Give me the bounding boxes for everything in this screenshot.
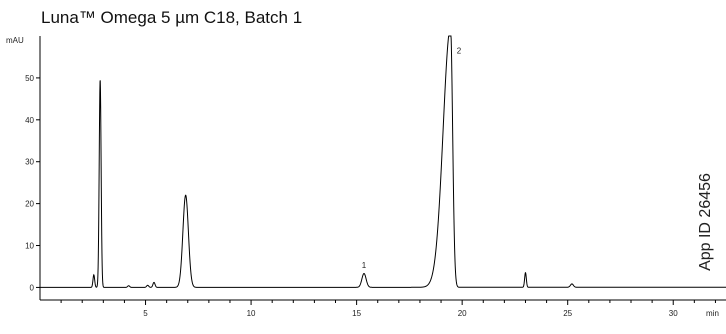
peak-label: 1 — [362, 261, 367, 270]
x-tick-label: 15 — [352, 309, 361, 318]
chromatogram-trace — [40, 35, 726, 288]
y-tick-label: 10 — [25, 242, 34, 251]
x-tick-label: 5 — [143, 309, 148, 318]
x-tick-label: 25 — [563, 309, 572, 318]
peak-label: 2 — [457, 47, 462, 56]
y-tick-label: 40 — [25, 116, 34, 125]
x-axis-label: min — [706, 309, 719, 318]
y-tick-label: 20 — [25, 200, 34, 209]
chart-title: Luna™ Omega 5 µm C18, Batch 1 — [41, 8, 303, 27]
x-tick-label: 30 — [669, 309, 678, 318]
y-axis-label: mAU — [6, 36, 24, 45]
y-tick-label: 50 — [25, 74, 34, 83]
app-id-annotation: App ID 26456 — [697, 173, 714, 271]
y-tick-label: 0 — [30, 283, 35, 292]
x-tick-label: 20 — [458, 309, 467, 318]
x-tick-label: 10 — [247, 309, 256, 318]
axis-ticks: 0 10 20 30 40 50 5 10 15 20 25 30 — [25, 74, 716, 318]
y-tick-label: 30 — [25, 158, 34, 167]
peak-labels: 12 — [362, 47, 462, 271]
